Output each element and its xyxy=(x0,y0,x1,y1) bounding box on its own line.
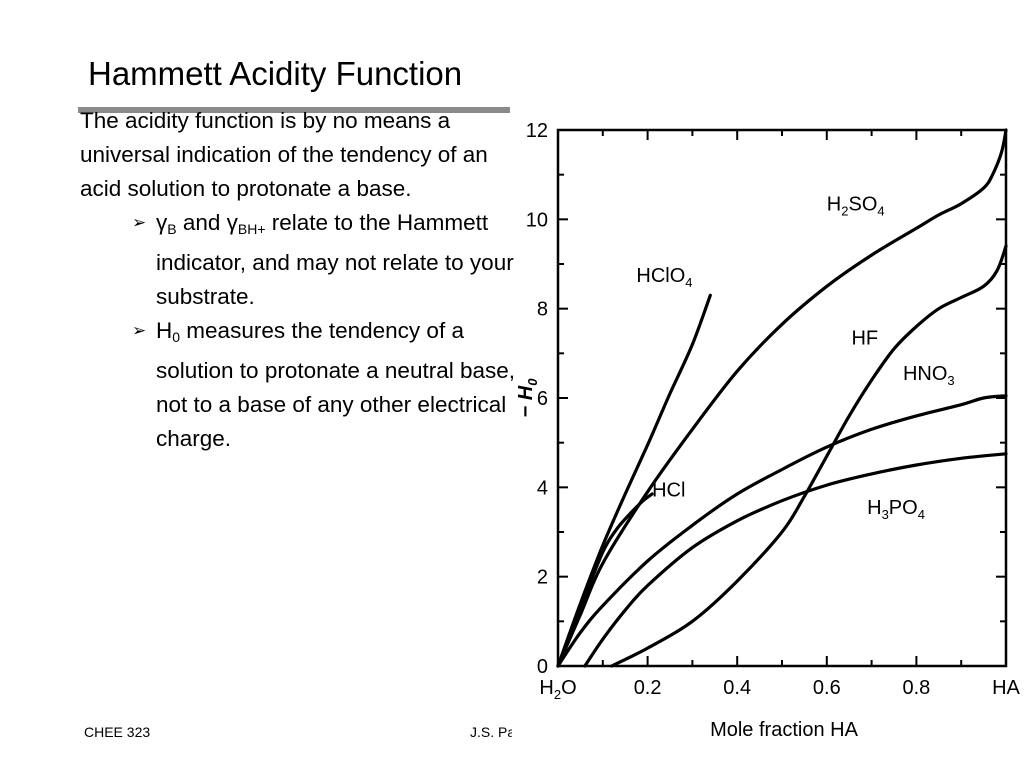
bullet-arrow-icon: ➢ xyxy=(132,321,147,340)
series-label-sub: 2 xyxy=(841,203,848,218)
series-label-sub: 4 xyxy=(685,275,692,290)
y-tick-label: 10 xyxy=(526,209,548,231)
x-tick-label: 0.8 xyxy=(902,677,930,699)
series-label-main: H xyxy=(827,193,841,215)
x-tick-label-main: 0.8 xyxy=(902,677,930,699)
y-tick-label: 4 xyxy=(537,477,548,499)
series-line-h3po4 xyxy=(583,452,1008,668)
series-label-hf: HF xyxy=(851,327,878,349)
bullet-text-mid: and xyxy=(176,210,227,235)
h-subscript: 0 xyxy=(172,329,181,345)
series-label-main: HClO xyxy=(636,265,685,287)
gamma-subscript: B xyxy=(167,221,177,237)
series-line-hclo4 xyxy=(556,293,712,668)
series-line-hcl xyxy=(556,492,654,668)
series-label-hclo4: HClO4 xyxy=(636,265,692,290)
body-text: The acidity function is by no means a un… xyxy=(80,104,515,456)
series-label-main: HCl xyxy=(652,479,685,501)
series-label-main: HNO xyxy=(903,363,947,385)
bullet-arrow-icon: ➢ xyxy=(132,213,147,232)
footer-author: J.S. Parent xyxy=(470,724,512,740)
y-tick-label: 8 xyxy=(537,299,548,321)
series-label-hcl: HCl xyxy=(652,479,685,501)
series-label-hno3: HNO3 xyxy=(903,363,955,388)
series-label-sub: 4 xyxy=(918,507,925,522)
y-tick-label: 6 xyxy=(537,388,548,410)
x-tick-label: 0.2 xyxy=(634,677,662,699)
bullet-text: measures the tendency of a solution to p… xyxy=(156,318,516,451)
series-label-main: SO xyxy=(848,193,877,215)
x-tick-label-sub: 2 xyxy=(554,687,561,702)
axis-ticks xyxy=(557,129,1007,667)
bullet-text: relate to the Hammett indicator, and may… xyxy=(156,210,514,309)
data-series xyxy=(556,128,1008,668)
series-line-hno3 xyxy=(556,394,1008,668)
x-tick-label: H2O xyxy=(539,677,576,702)
x-tick-label-main: 0.2 xyxy=(634,677,662,699)
y-axis-label-sub: 0 xyxy=(525,378,540,386)
x-tick-label-main: H xyxy=(539,677,553,699)
series-label-main: HF xyxy=(851,327,878,349)
x-tick-label-main: 0.6 xyxy=(813,677,841,699)
gamma-subscript: BH+ xyxy=(237,221,266,237)
y-axis-label: − H0 xyxy=(515,378,540,418)
x-tick-label: HA xyxy=(992,677,1020,699)
x-tick-label-main: 0.4 xyxy=(723,677,751,699)
x-tick-label: 0.4 xyxy=(723,677,751,699)
bullet-gamma: ➢ γB and γBH+ relate to the Hammett indic… xyxy=(80,206,515,314)
x-tick-label-main: HA xyxy=(992,677,1020,699)
gamma-symbol: γ xyxy=(156,210,168,235)
x-axis-label: Mole fraction HA xyxy=(710,719,858,741)
plot-frame xyxy=(556,128,1008,668)
series-label-h3po4: H3PO4 xyxy=(867,497,925,522)
title-divider xyxy=(78,107,510,113)
x-tick-label: 0.6 xyxy=(813,677,841,699)
series-line-hf xyxy=(610,244,1008,668)
series-line-h2so4 xyxy=(556,128,1008,668)
series-label-sub: 4 xyxy=(877,203,884,218)
slide-title: Hammett Acidity Function xyxy=(88,55,463,92)
h-symbol: H xyxy=(156,318,173,343)
series-label-sub: 3 xyxy=(882,507,889,522)
footer-course-code: CHEE 323 xyxy=(84,724,151,740)
x-tick-label-main: O xyxy=(561,677,577,699)
intro-paragraph: The acidity function is by no means a un… xyxy=(80,108,488,201)
y-tick-label: 12 xyxy=(526,120,548,142)
series-label-main: PO xyxy=(889,497,918,519)
y-axis-label-main: − H xyxy=(515,385,537,417)
series-label-sub: 3 xyxy=(947,373,954,388)
bullet-h0: ➢ H0 measures the tendency of a solution … xyxy=(80,314,515,456)
series-label-main: H xyxy=(867,497,881,519)
y-tick-label: 0 xyxy=(537,656,548,678)
gamma-symbol: γ xyxy=(226,210,238,235)
series-label-h2so4: H2SO4 xyxy=(827,193,885,218)
y-tick-label: 2 xyxy=(537,567,548,589)
